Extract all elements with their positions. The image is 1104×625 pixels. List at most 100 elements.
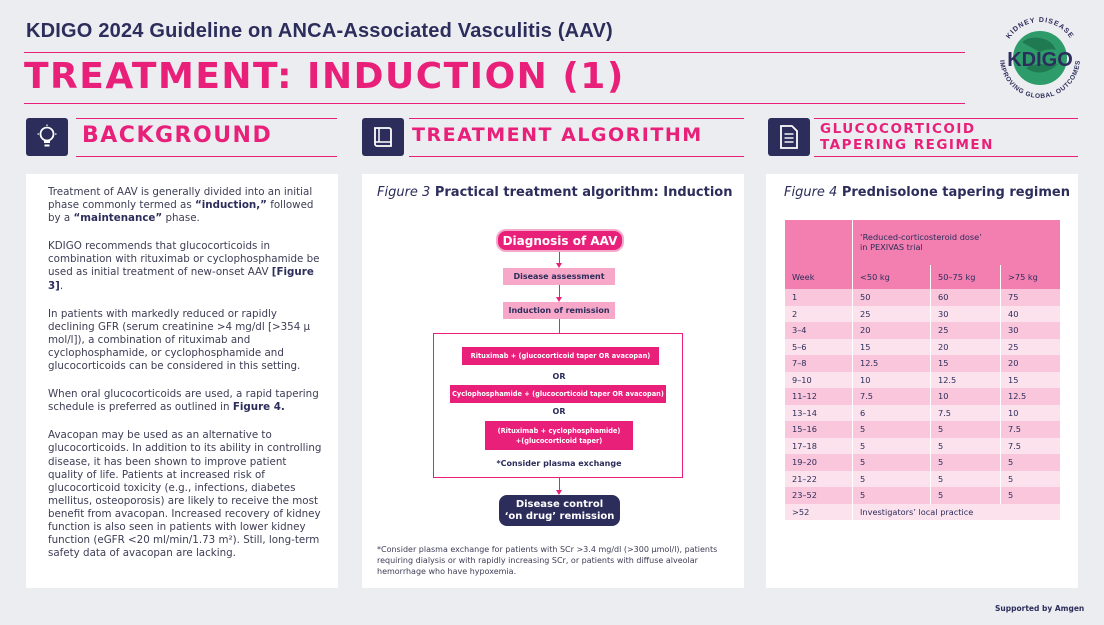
tapering-header-rule-top xyxy=(814,118,1078,119)
table-cell: 3–4 xyxy=(785,322,852,339)
table-cell: 5 xyxy=(1001,470,1060,487)
background-paragraph-2: KDIGO recommends that glucocorticoids in… xyxy=(48,240,320,292)
table-cell: 60 xyxy=(931,289,1000,306)
table-cell: 50 xyxy=(853,289,930,306)
book-icon xyxy=(362,118,404,156)
table-cell: 1 xyxy=(785,289,852,306)
plasma-exchange-note: *Consider plasma exchange xyxy=(496,459,622,468)
kdigo-logo: KDIGO KIDNEY DISEASE IMPROVING GLOBAL OU… xyxy=(998,17,1081,100)
figure3-footnote: *Consider plasma exchange for patients w… xyxy=(377,545,718,576)
tapering-section-title-line2: TAPERING REGIMEN xyxy=(820,137,994,153)
background-paragraph-5: Avacopan may be used as an alternative t… xyxy=(48,429,322,560)
tapering-table: Week ‘Reduced-corticosteroid dose’ in PE… xyxy=(784,220,1061,520)
table-cell: 21–22 xyxy=(785,470,852,487)
arrow-2-head xyxy=(556,297,562,302)
table-cell: 30 xyxy=(931,305,1000,322)
arrow-1-line xyxy=(559,252,560,264)
table-cell: 5 xyxy=(931,454,1000,471)
table-cell: 15 xyxy=(853,338,930,355)
table-cell: 5–6 xyxy=(785,338,852,355)
table-row: 7–8 12.5 15 20 xyxy=(785,355,1060,372)
table-row: 9–10 10 12.5 15 xyxy=(785,371,1060,388)
table-cell: 19–20 xyxy=(785,454,852,471)
disease-assessment-box: Disease assessment xyxy=(503,268,615,285)
table-row: 5–6 15 20 25 xyxy=(785,338,1060,355)
table-cell: 5 xyxy=(931,487,1000,504)
table-cell: 15 xyxy=(931,355,1000,372)
table-cell: 11–12 xyxy=(785,388,852,405)
table-cell: 75 xyxy=(1001,289,1060,306)
header-divider-bottom xyxy=(24,103,965,104)
table-cell: 5 xyxy=(853,437,930,454)
algorithm-header-rule-bottom xyxy=(409,156,744,157)
table-cell: 7.5 xyxy=(853,388,930,405)
table-cell: 25 xyxy=(853,305,930,322)
or-label-2: OR xyxy=(552,407,566,416)
table-cell: 2 xyxy=(785,305,852,322)
or-label-1: OR xyxy=(552,372,566,381)
table-cell: 20 xyxy=(853,322,930,339)
guideline-title: KDIGO 2024 Guideline on ANCA-Associated … xyxy=(26,20,613,42)
induction-remission-box: Induction of remission xyxy=(503,302,615,319)
table-cell: 5 xyxy=(853,487,930,504)
svg-text:KDIGO: KDIGO xyxy=(1007,49,1073,71)
figure4-title: Figure 4 Prednisolone tapering regimen xyxy=(784,185,1070,200)
background-panel xyxy=(26,174,338,588)
table-cell: 10 xyxy=(931,388,1000,405)
table-cell: 25 xyxy=(931,322,1000,339)
table-cell: 5 xyxy=(1001,487,1060,504)
table-row: 1 50 60 75 xyxy=(785,289,1060,306)
arrow-4-line xyxy=(559,478,560,491)
option-combination-line1: (Rituximab + cyclophosphamide) xyxy=(497,426,621,435)
table-cell: 7.5 xyxy=(1001,437,1060,454)
diagnosis-box: Diagnosis of AAV xyxy=(496,229,624,252)
table-cell: 23–52 xyxy=(785,487,852,504)
table-row: 23–52 5 5 5 xyxy=(785,487,1060,504)
table-cell: 5 xyxy=(853,454,930,471)
option-combination-box: (Rituximab + cyclophosphamide) +(glucoco… xyxy=(485,421,633,450)
table-cell: 5 xyxy=(853,470,930,487)
table-row: 3–4 20 25 30 xyxy=(785,322,1060,339)
arrow-4-head xyxy=(556,490,562,495)
background-text: Treatment of AAV is generally divided in… xyxy=(48,186,323,575)
tapering-header-rule-bottom xyxy=(814,156,1078,157)
table-row: 11–12 7.5 10 12.5 xyxy=(785,388,1060,405)
arrow-1-head xyxy=(556,263,562,268)
lightbulb-icon xyxy=(26,118,68,156)
table-row: 21–22 5 5 5 xyxy=(785,470,1060,487)
tapering-section-title-line1: GLUCOCORTICOID xyxy=(820,121,976,137)
table-row: 13–14 6 7.5 10 xyxy=(785,404,1060,421)
table-cell: 5 xyxy=(931,437,1000,454)
outcome-line2: ‘on drug’ remission xyxy=(504,510,615,522)
table-header-50-75: 50–75 kg xyxy=(931,264,1000,289)
table-row: 17–18 5 5 7.5 xyxy=(785,437,1060,454)
table-cell: 12.5 xyxy=(853,355,930,372)
table-cell: 5 xyxy=(1001,454,1060,471)
table-cell: 15 xyxy=(1001,371,1060,388)
option-combination-line2: +(glucocorticoid taper) xyxy=(515,436,603,445)
table-cell: 9–10 xyxy=(785,371,852,388)
table-row-last: >52 Investigators’ local practice xyxy=(785,503,1060,520)
table-row: 2 25 30 40 xyxy=(785,305,1060,322)
table-cell: 6 xyxy=(853,404,930,421)
table-group-header: ‘Reduced-corticosteroid dose’ in PEXIVAS… xyxy=(853,220,1060,265)
table-cell: 30 xyxy=(1001,322,1060,339)
table-cell: 5 xyxy=(853,421,930,438)
table-cell: 7.5 xyxy=(1001,421,1060,438)
background-paragraph-1: Treatment of AAV is generally divided in… xyxy=(48,186,314,225)
page-title: TREATMENT: INDUCTION (1) xyxy=(24,56,625,97)
outcome-line1: Disease control xyxy=(515,498,604,510)
arrow-2-line xyxy=(559,285,560,298)
header-divider-top xyxy=(24,52,965,53)
table-cell: >52 xyxy=(785,503,852,520)
algorithm-header-rule-top xyxy=(409,118,744,119)
table-cell: 5 xyxy=(931,421,1000,438)
table-cell: 25 xyxy=(1001,338,1060,355)
background-paragraph-4: When oral glucocorticoids are used, a ra… xyxy=(48,388,319,414)
table-cell: 17–18 xyxy=(785,437,852,454)
background-header-rule-top xyxy=(76,118,337,119)
background-section-title: BACKGROUND xyxy=(82,123,273,148)
option-rituximab-box: Rituximab + (glucocorticoid taper OR ava… xyxy=(462,347,659,365)
table-cell: 13–14 xyxy=(785,404,852,421)
table-cell: 15–16 xyxy=(785,421,852,438)
